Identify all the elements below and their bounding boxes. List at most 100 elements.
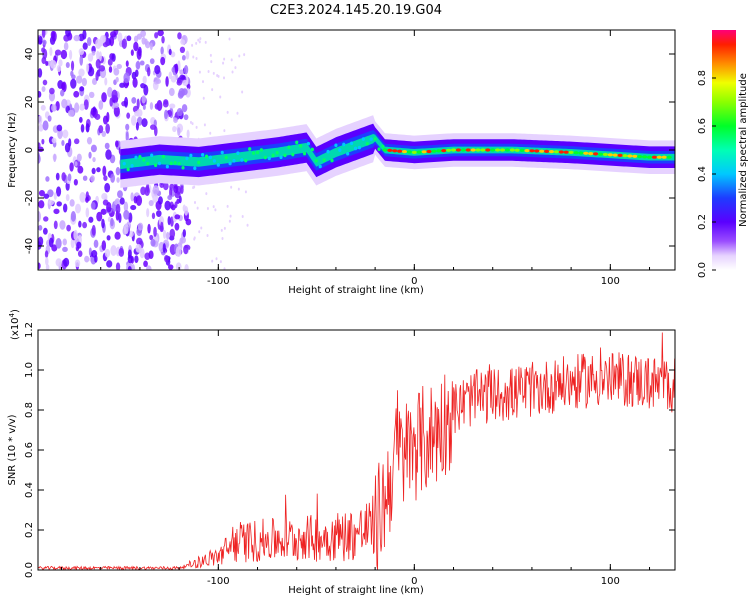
noise-speckle [110, 31, 117, 38]
noise-speckle [220, 228, 223, 232]
noise-speckle [108, 66, 113, 73]
ridge-speckle [185, 156, 189, 161]
noise-speckle [222, 76, 225, 80]
noise-speckle [106, 201, 112, 213]
noise-speckle [135, 195, 143, 206]
ridge-speckle [240, 158, 244, 162]
noise-speckle [92, 78, 98, 85]
noise-speckle [173, 185, 179, 194]
noise-speckle [175, 246, 182, 258]
ridge-speckle [130, 164, 134, 168]
noise-speckle [180, 39, 186, 45]
noise-speckle [205, 192, 208, 196]
noise-speckle [38, 115, 43, 125]
noise-speckle [125, 131, 129, 143]
noise-speckle [102, 42, 109, 48]
noise-speckle [210, 60, 213, 64]
noise-speckle [88, 247, 92, 257]
noise-speckle [67, 109, 75, 117]
noise-speckle [174, 222, 180, 231]
noise-speckle [38, 262, 41, 270]
y-tick-label: 0.2 [24, 522, 35, 538]
noise-speckle [90, 201, 96, 210]
noise-speckle [74, 102, 80, 113]
noise-speckle [149, 42, 153, 51]
ridge-speckle [365, 142, 369, 146]
noise-speckle [69, 199, 75, 207]
noise-speckle [147, 67, 151, 77]
noise-speckle [45, 257, 49, 266]
noise-speckle [146, 208, 150, 218]
noise-speckle [131, 115, 137, 126]
noise-speckle [69, 162, 74, 172]
noise-speckle [219, 95, 222, 99]
noise-speckle [151, 212, 156, 220]
noise-speckle [56, 201, 62, 207]
noise-speckle [61, 172, 66, 182]
colorbar-tick-label: 0.0 [697, 262, 708, 278]
noise-speckle [216, 73, 219, 77]
x-tick-label: 0 [411, 576, 417, 587]
noise-speckle [175, 262, 182, 270]
noise-speckle [214, 208, 217, 212]
noise-speckle [223, 129, 226, 133]
snr-panel: -100 0 100 0.0 0.2 0.4 0.6 0.8 1.0 1.2 Height of … [7, 309, 676, 596]
noise-speckle [154, 64, 161, 75]
noise-speckle [69, 49, 73, 60]
snr-x-axis-title: Height of straight line (km) [288, 585, 424, 596]
noise-speckle [139, 60, 145, 66]
noise-speckle [53, 208, 60, 215]
noise-speckle [141, 118, 148, 128]
noise-speckle [116, 63, 122, 70]
noise-speckle [53, 192, 57, 200]
ridge-hotspot [455, 148, 462, 152]
noise-speckle [168, 48, 172, 56]
noise-speckle [127, 266, 132, 270]
noise-speckle [157, 196, 163, 205]
ridge-speckle [154, 163, 158, 168]
noise-speckle [119, 197, 125, 205]
noise-speckle [41, 138, 45, 145]
noise-speckle [150, 124, 156, 130]
noise-speckle [41, 30, 46, 38]
noise-speckle [113, 102, 120, 108]
noise-speckle [132, 77, 138, 88]
noise-speckle [181, 88, 188, 96]
noise-speckle [140, 82, 146, 89]
noise-speckle [38, 146, 44, 152]
ridge-hotspot [578, 151, 584, 155]
ridge-hotspot [514, 148, 520, 152]
noise-speckle [229, 214, 232, 218]
noise-speckle [166, 231, 170, 240]
noise-speckle [150, 238, 156, 247]
noise-speckle [95, 38, 102, 50]
y-tick-label: 0.8 [24, 402, 35, 418]
snr-plot-area [38, 330, 675, 570]
ridge-speckle [193, 166, 197, 171]
snr-y-exponent: (x104) [8, 309, 21, 340]
noise-speckle [142, 104, 146, 110]
noise-speckle [98, 65, 106, 72]
noise-speckle [98, 100, 104, 110]
ridge-speckle [291, 152, 295, 157]
noise-speckle [131, 97, 137, 104]
ridge-hotspot [632, 154, 638, 158]
noise-speckle [149, 102, 154, 110]
noise-speckle [180, 185, 184, 194]
noise-speckle [244, 190, 247, 194]
noise-speckle [209, 131, 212, 135]
noise-speckle [82, 30, 87, 40]
ridge-hotspot [588, 152, 594, 156]
noise-speckle [114, 231, 121, 240]
ridge-hotspot [627, 154, 633, 158]
x-tick-label: 0 [411, 276, 417, 287]
noise-speckle [53, 220, 58, 230]
noise-speckle [164, 254, 169, 263]
noise-speckle [107, 58, 113, 66]
noise-speckle [170, 75, 177, 83]
ridge-speckle [189, 153, 193, 158]
noise-speckle [74, 161, 78, 167]
noise-speckle [162, 243, 166, 253]
noise-speckle [136, 33, 143, 40]
